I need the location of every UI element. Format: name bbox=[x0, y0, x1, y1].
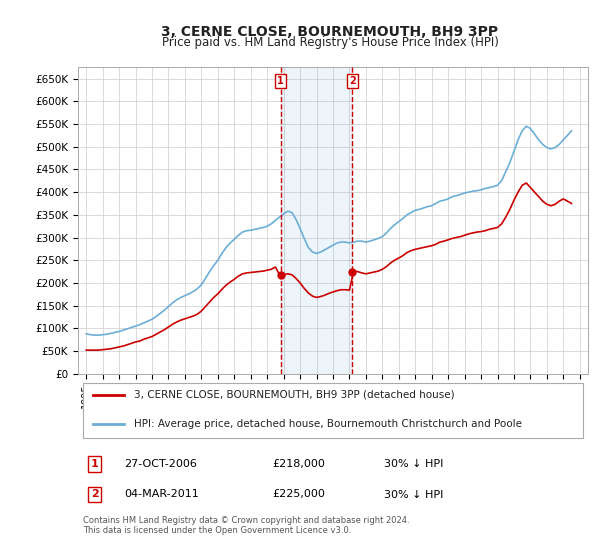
Text: 2: 2 bbox=[349, 76, 356, 86]
Text: 1: 1 bbox=[277, 76, 284, 86]
Text: £225,000: £225,000 bbox=[272, 489, 325, 500]
Text: 1: 1 bbox=[91, 459, 98, 469]
Text: Price paid vs. HM Land Registry's House Price Index (HPI): Price paid vs. HM Land Registry's House … bbox=[161, 36, 499, 49]
Text: £218,000: £218,000 bbox=[272, 459, 325, 469]
Text: 2: 2 bbox=[91, 489, 98, 500]
Text: 27-OCT-2006: 27-OCT-2006 bbox=[124, 459, 197, 469]
Text: 3, CERNE CLOSE, BOURNEMOUTH, BH9 3PP (detached house): 3, CERNE CLOSE, BOURNEMOUTH, BH9 3PP (de… bbox=[134, 390, 455, 400]
Text: Contains HM Land Registry data © Crown copyright and database right 2024.
This d: Contains HM Land Registry data © Crown c… bbox=[83, 516, 410, 535]
Bar bbox=[281, 67, 352, 374]
Text: 04-MAR-2011: 04-MAR-2011 bbox=[124, 489, 199, 500]
Text: 30% ↓ HPI: 30% ↓ HPI bbox=[384, 489, 443, 500]
Text: 30% ↓ HPI: 30% ↓ HPI bbox=[384, 459, 443, 469]
FancyBboxPatch shape bbox=[83, 382, 583, 438]
Text: HPI: Average price, detached house, Bournemouth Christchurch and Poole: HPI: Average price, detached house, Bour… bbox=[134, 419, 522, 429]
Text: 3, CERNE CLOSE, BOURNEMOUTH, BH9 3PP: 3, CERNE CLOSE, BOURNEMOUTH, BH9 3PP bbox=[161, 25, 499, 39]
